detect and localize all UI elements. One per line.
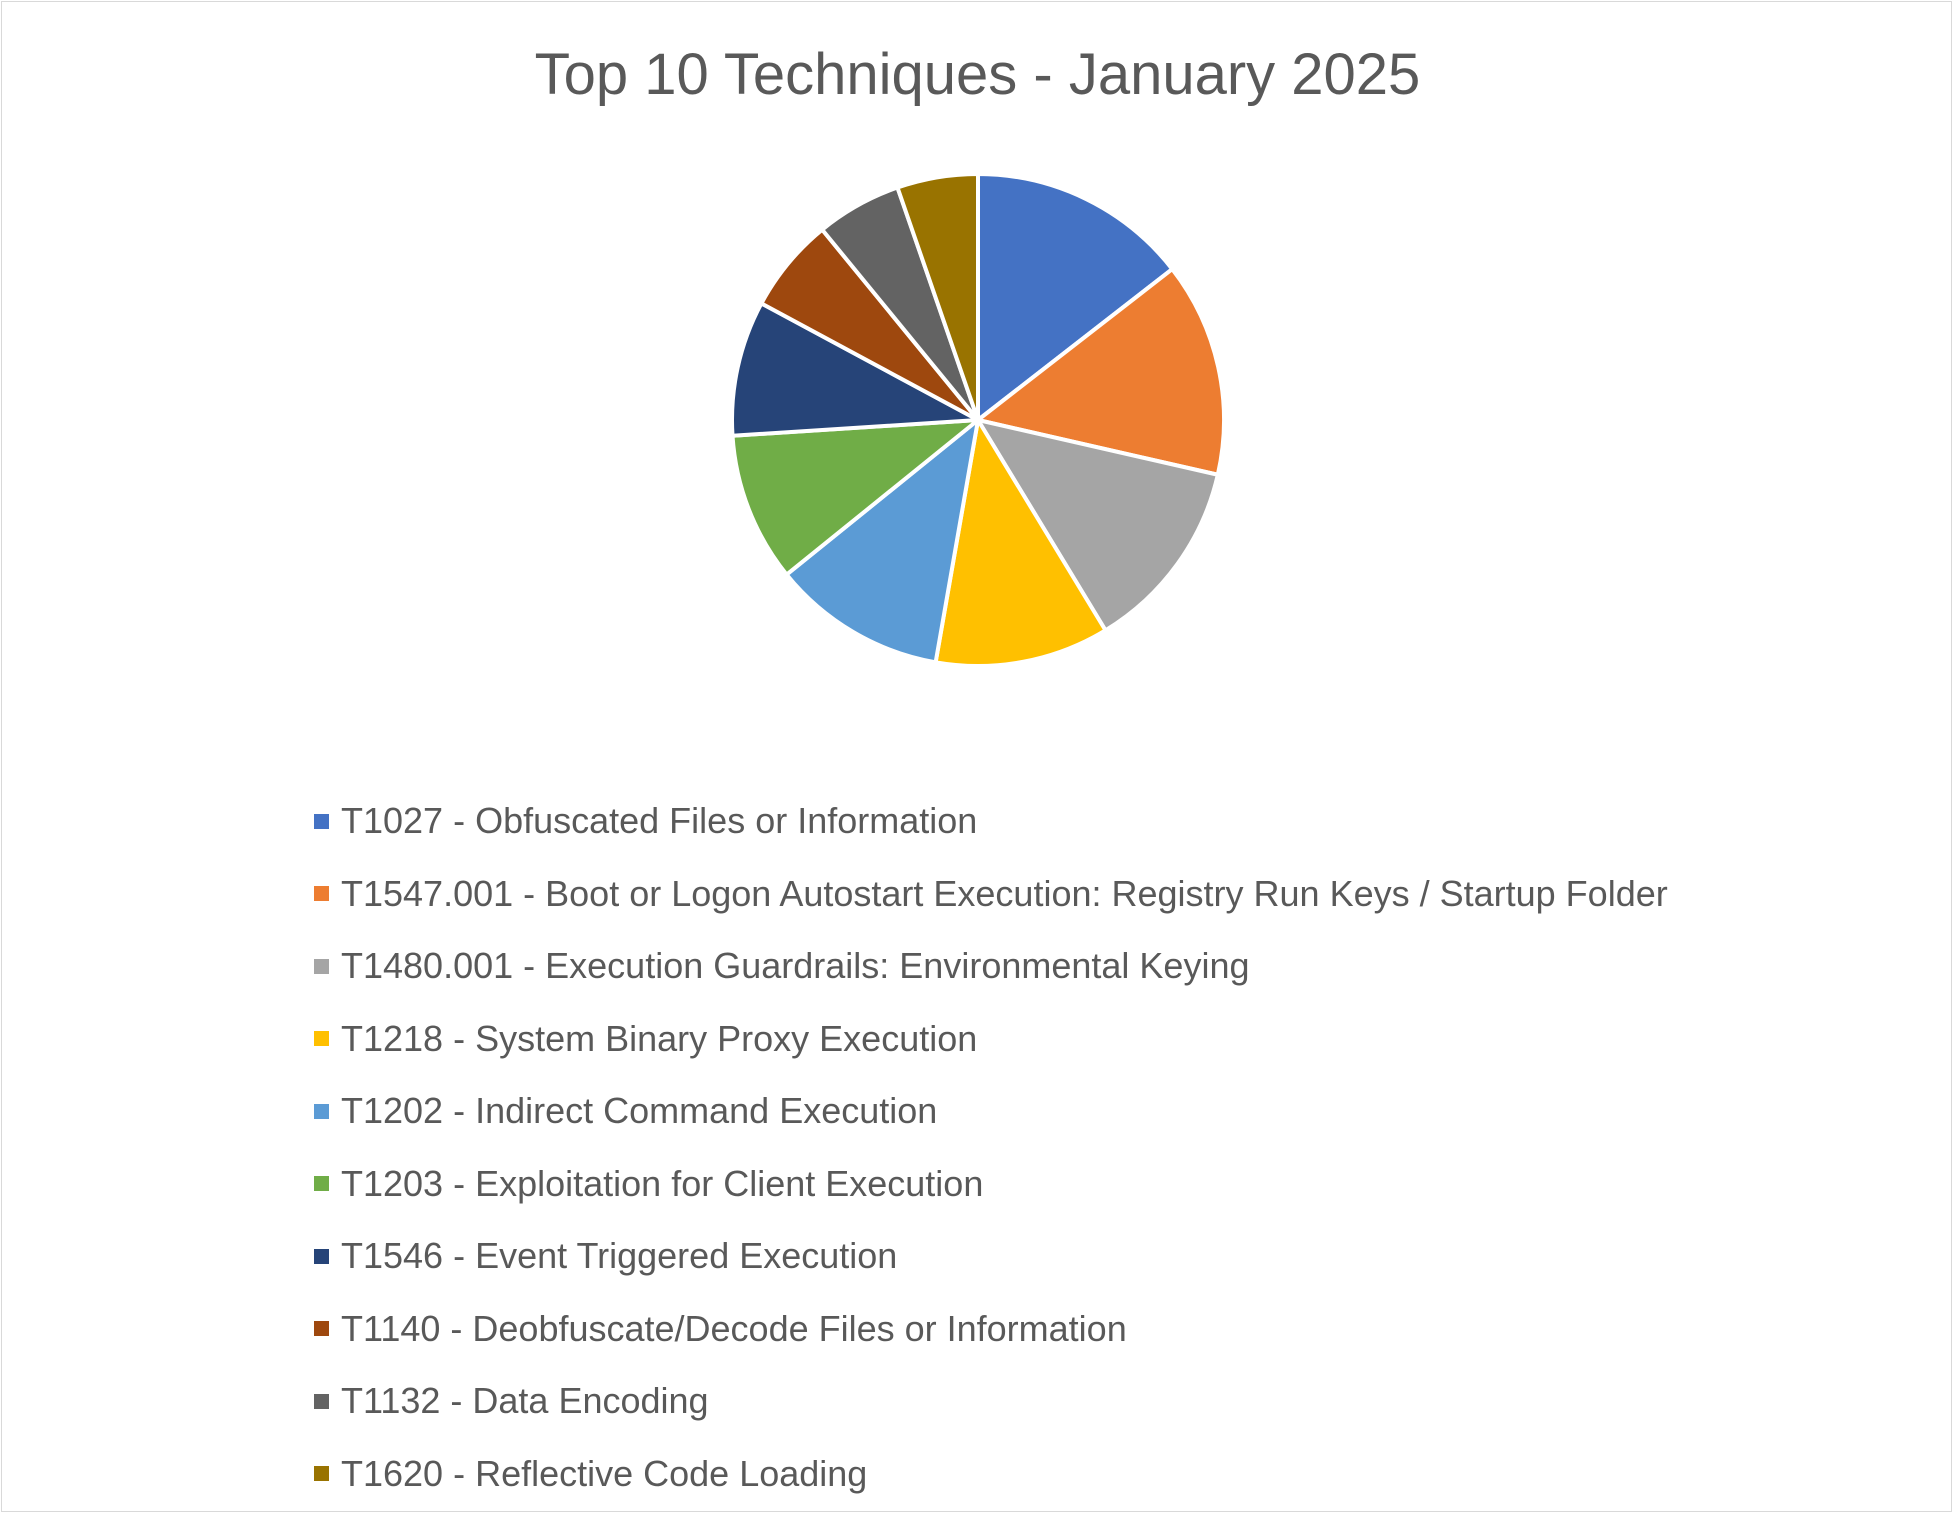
legend-label: T1132 - Data Encoding bbox=[341, 1380, 709, 1422]
chart-legend: T1027 - Obfuscated Files or Information T… bbox=[314, 785, 1914, 1510]
legend-label: T1546 - Event Triggered Execution bbox=[341, 1235, 898, 1277]
legend-swatch bbox=[314, 1466, 329, 1482]
legend-swatch bbox=[314, 1176, 329, 1192]
legend-swatch bbox=[314, 1103, 329, 1119]
legend-label: T1140 - Deobfuscate/Decode Files or Info… bbox=[341, 1307, 1127, 1349]
legend-label: T1027 - Obfuscated Files or Information bbox=[341, 800, 978, 842]
legend-item: T1203 - Exploitation for Client Executio… bbox=[314, 1148, 1914, 1221]
pie-slice-6 bbox=[730, 418, 980, 577]
legend-label: T1202 - Indirect Command Execution bbox=[341, 1090, 938, 1132]
legend-swatch bbox=[314, 1393, 329, 1409]
legend-swatch bbox=[314, 1321, 329, 1337]
legend-item: T1480.001 - Execution Guardrails: Enviro… bbox=[314, 930, 1914, 1003]
pie-slice-4 bbox=[933, 418, 1108, 668]
pie-slice-5 bbox=[784, 418, 980, 665]
legend-item: T1027 - Obfuscated Files or Information bbox=[314, 785, 1914, 858]
pie-slice-10 bbox=[895, 172, 980, 422]
legend-item: T1547.001 - Boot or Logon Autostart Exec… bbox=[314, 858, 1914, 931]
legend-swatch bbox=[314, 1031, 329, 1047]
legend-item: T1140 - Deobfuscate/Decode Files or Info… bbox=[314, 1293, 1914, 1366]
legend-item: T1620 - Reflective Code Loading bbox=[314, 1438, 1914, 1511]
legend-label: T1480.001 - Execution Guardrails: Enviro… bbox=[341, 945, 1250, 987]
legend-swatch bbox=[314, 886, 329, 902]
pie-slice-1 bbox=[976, 172, 1175, 422]
legend-item: T1202 - Indirect Command Execution bbox=[314, 1075, 1914, 1148]
pie-slice-3 bbox=[976, 418, 1220, 633]
legend-label: T1547.001 - Boot or Logon Autostart Exec… bbox=[341, 872, 1668, 914]
legend-item: T1218 - System Binary Proxy Execution bbox=[314, 1003, 1914, 1076]
legend-swatch bbox=[314, 813, 329, 829]
legend-label: T1203 - Exploitation for Client Executio… bbox=[341, 1162, 984, 1204]
legend-item: T1132 - Data Encoding bbox=[314, 1365, 1914, 1438]
legend-swatch bbox=[314, 958, 329, 974]
legend-swatch bbox=[314, 1248, 329, 1264]
pie-slice-2 bbox=[976, 267, 1226, 477]
legend-label: T1620 - Reflective Code Loading bbox=[341, 1452, 868, 1494]
legend-item: T1546 - Event Triggered Execution bbox=[314, 1220, 1914, 1293]
legend-label: T1218 - System Binary Proxy Execution bbox=[341, 1017, 978, 1059]
pie-slice-7 bbox=[730, 301, 980, 438]
chart-title: Top 10 Techniques - January 2025 bbox=[534, 42, 1421, 107]
